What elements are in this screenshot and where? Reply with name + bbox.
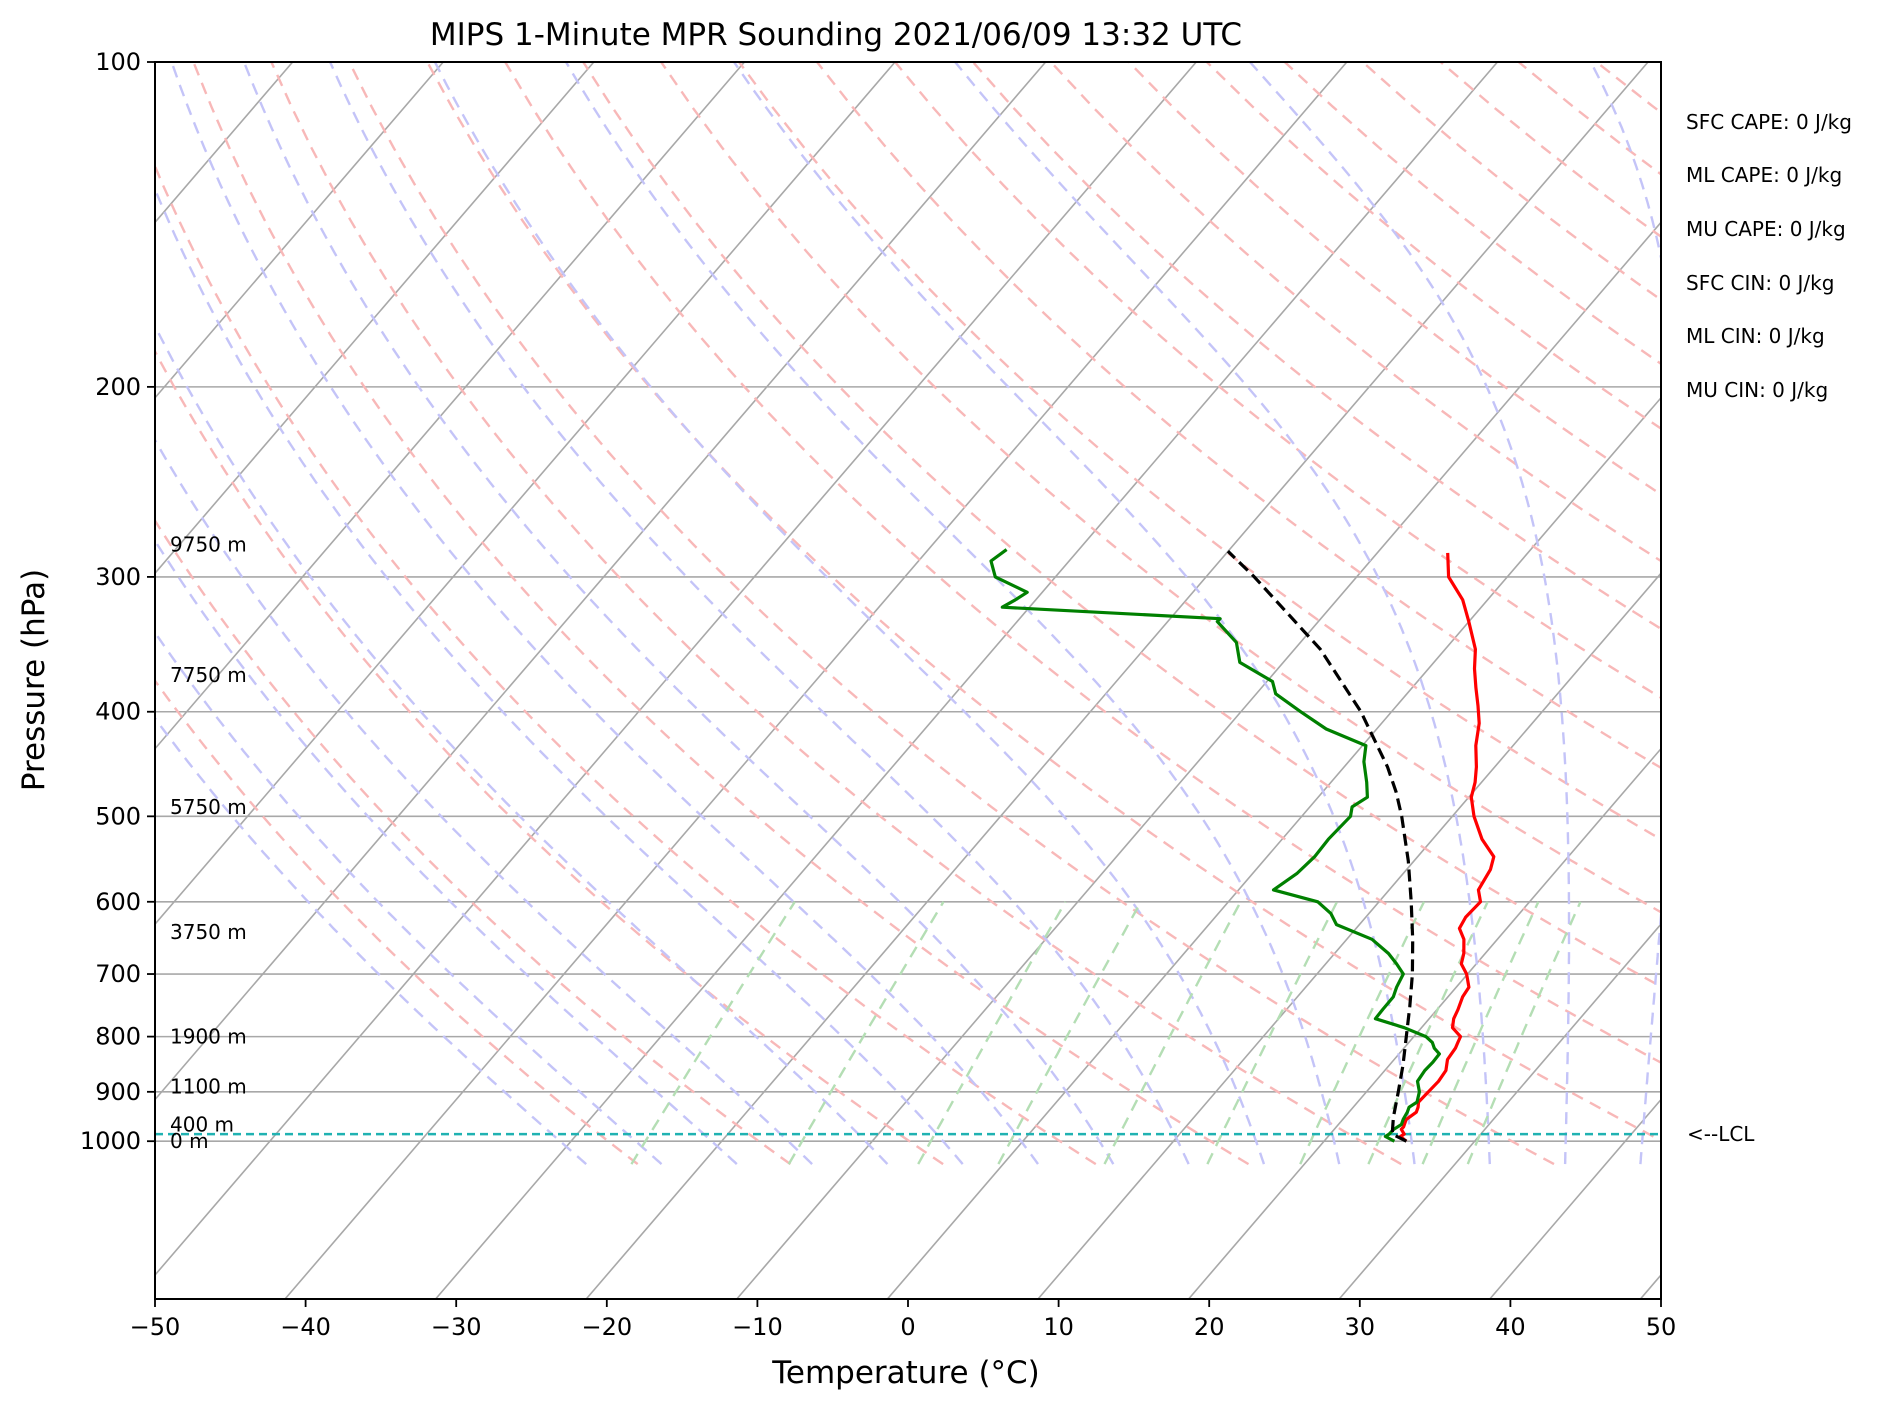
y-tick-label: 500 — [95, 802, 141, 830]
y-axis-label: Pressure (hPa) — [16, 569, 52, 791]
x-tick-label: −30 — [431, 1313, 482, 1341]
y-tick-label: 300 — [95, 563, 141, 591]
x-tick-label: −10 — [732, 1313, 783, 1341]
y-tick-label: 600 — [95, 888, 141, 916]
y-tick-label: 900 — [95, 1078, 141, 1106]
y-tick-label: 700 — [95, 960, 141, 988]
height-label: 5750 m — [170, 795, 247, 819]
stat-mu-cape: MU CAPE: 0 J/kg — [1686, 217, 1846, 241]
height-label: 3750 m — [170, 920, 247, 944]
lcl-label: <--LCL — [1687, 1122, 1755, 1146]
x-tick-label: 30 — [1345, 1313, 1376, 1341]
x-axis-label: Temperature (°C) — [771, 1355, 1040, 1391]
x-tick-label: 50 — [1646, 1313, 1677, 1341]
y-tick-label: 100 — [95, 48, 141, 76]
x-tick-label: −40 — [280, 1313, 331, 1341]
x-tick-label: 40 — [1495, 1313, 1526, 1341]
y-tick-label: 1000 — [80, 1127, 141, 1155]
height-label: 400 m — [170, 1113, 234, 1137]
height-label: 7750 m — [170, 663, 247, 687]
y-tick-label: 400 — [95, 698, 141, 726]
y-tick-label: 200 — [95, 373, 141, 401]
height-label: 1100 m — [170, 1075, 247, 1099]
x-tick-label: 0 — [900, 1313, 915, 1341]
x-tick-label: −50 — [130, 1313, 181, 1341]
height-label: 9750 m — [170, 533, 247, 557]
x-tick-label: 20 — [1194, 1313, 1225, 1341]
stat-mu-cin: MU CIN: 0 J/kg — [1686, 378, 1828, 402]
y-tick-label: 800 — [95, 1023, 141, 1051]
chart-title: MIPS 1-Minute MPR Sounding 2021/06/09 13… — [430, 17, 1242, 53]
stat-sfc-cin: SFC CIN: 0 J/kg — [1686, 271, 1834, 295]
height-label: 1900 m — [170, 1025, 247, 1049]
stat-ml-cin: ML CIN: 0 J/kg — [1686, 324, 1825, 348]
stat-sfc-cape: SFC CAPE: 0 J/kg — [1686, 110, 1852, 134]
x-tick-label: −20 — [581, 1313, 632, 1341]
stat-ml-cape: ML CAPE: 0 J/kg — [1686, 163, 1842, 187]
x-tick-label: 10 — [1043, 1313, 1074, 1341]
